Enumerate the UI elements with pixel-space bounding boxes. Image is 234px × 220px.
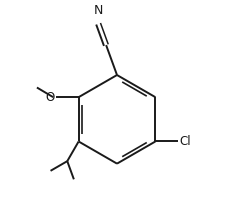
Text: O: O [46, 91, 55, 104]
Text: Cl: Cl [179, 135, 191, 148]
Text: N: N [93, 4, 103, 17]
